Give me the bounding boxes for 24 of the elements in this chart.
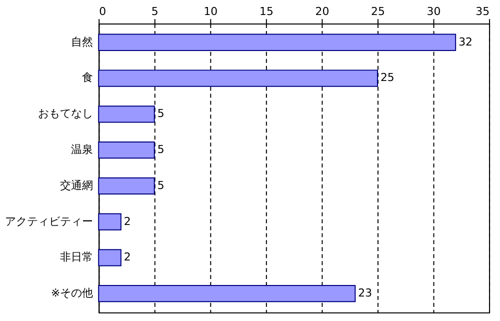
y-tick-label: ※その他 (50, 286, 94, 300)
x-tick-label: 35 (476, 5, 490, 18)
y-tick-label: アクティビティー (5, 214, 94, 228)
data-label: 5 (157, 107, 164, 120)
y-tick-label: おもてなし (38, 107, 94, 120)
x-tick-label: 0 (99, 5, 106, 18)
data-label: 5 (157, 178, 164, 192)
y-tick-label: 食 (82, 71, 94, 84)
x-tick-label: 20 (315, 5, 330, 18)
data-label: 23 (358, 286, 372, 300)
x-tick-label: 10 (204, 5, 218, 18)
y-tick-label: 非日常 (60, 250, 94, 264)
y-tick-label: 交通網 (60, 178, 94, 192)
data-label: 5 (157, 143, 164, 156)
x-tick-label: 5 (151, 5, 158, 18)
data-label: 2 (124, 214, 131, 228)
data-label: 32 (458, 35, 472, 48)
y-tick-label: 自然 (71, 35, 94, 48)
x-tick-label: 30 (426, 5, 441, 18)
data-label: 25 (380, 71, 394, 84)
data-label: 2 (124, 250, 131, 264)
y-tick-label: 温泉 (71, 143, 94, 156)
x-tick-label: 25 (371, 5, 385, 18)
x-tick-label: 15 (259, 5, 274, 18)
